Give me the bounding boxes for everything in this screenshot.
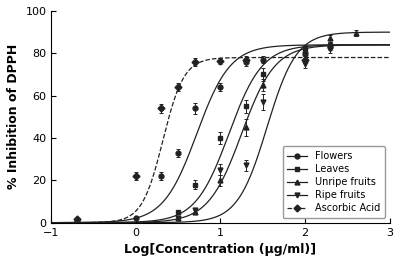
- X-axis label: Log[Concentration (μg/ml)]: Log[Concentration (μg/ml)]: [124, 243, 316, 256]
- Y-axis label: % Inhibition of DPPH: % Inhibition of DPPH: [7, 44, 20, 189]
- Legend: Flowers, Leaves, Unripe fruits, Ripe fruits, Ascorbic Acid: Flowers, Leaves, Unripe fruits, Ripe fru…: [282, 146, 385, 218]
